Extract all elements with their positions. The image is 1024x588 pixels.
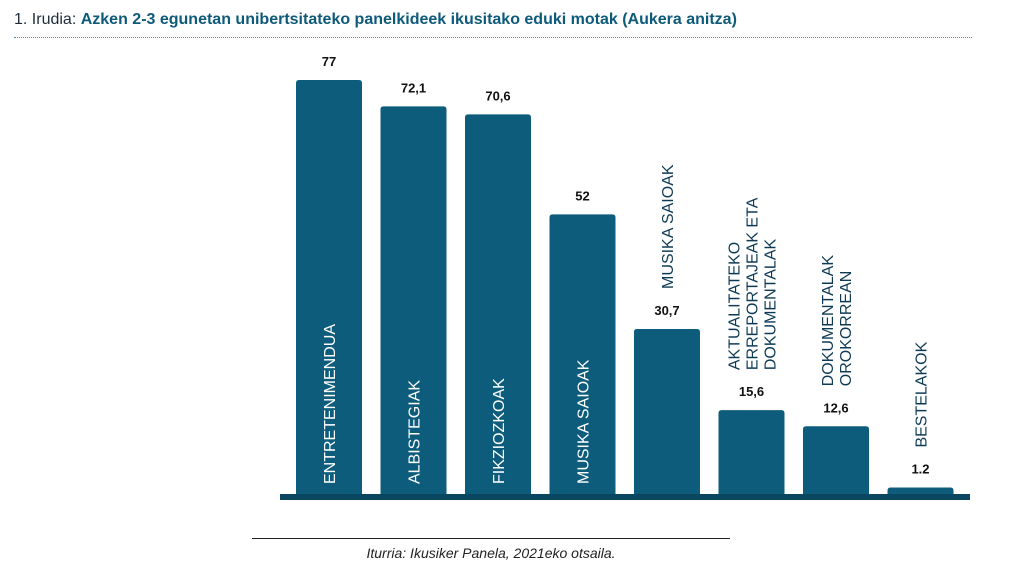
bar [465, 114, 531, 494]
category-label: FIKZIOZKOAK [491, 378, 508, 484]
figure-header: 1. Irudia: Azken 2-3 egunetan unibertsit… [14, 10, 737, 30]
category-label: BESTELAKOK [914, 341, 931, 447]
category-label: ENTRETENIMENDUA [322, 324, 339, 484]
data-label: 72,1 [401, 80, 426, 95]
figure-number: 1. Irudia: [14, 11, 77, 28]
bar [380, 106, 447, 494]
source-divider [252, 538, 730, 539]
data-label: 1.2 [911, 462, 929, 477]
x-axis-baseline [280, 494, 970, 500]
data-label: 77 [322, 54, 336, 69]
category-label: MUSIKA SAIOAK [576, 359, 593, 484]
category-label: DOKUMENTALAK [820, 255, 837, 387]
data-label: 12,6 [823, 400, 848, 415]
data-label: 52 [575, 188, 589, 203]
source-note: Iturria: Ikusiker Panela, 2021eko otsail… [366, 545, 616, 561]
bar [634, 328, 700, 494]
data-label: 70,6 [485, 88, 510, 103]
chart-title: Azken 2-3 egunetan unibertsitateko panel… [80, 11, 737, 28]
category-label: MUSIKA SAIOAK [660, 164, 677, 289]
bar [803, 426, 869, 494]
category-label: OROKORREAN [838, 271, 855, 387]
category-label: ERREPORTAJEAK ETA [745, 197, 762, 370]
category-label: AKTUALITATEKO [727, 242, 744, 370]
bar [296, 80, 362, 494]
bar [549, 214, 616, 494]
category-label: ALBISTEGIAK [407, 380, 424, 484]
bar [718, 410, 785, 494]
bar [887, 487, 954, 494]
data-label: 15,6 [739, 384, 764, 399]
header-divider [14, 37, 972, 38]
category-label: DOKUMENTALAK [763, 239, 780, 371]
data-label: 30,7 [654, 303, 679, 318]
